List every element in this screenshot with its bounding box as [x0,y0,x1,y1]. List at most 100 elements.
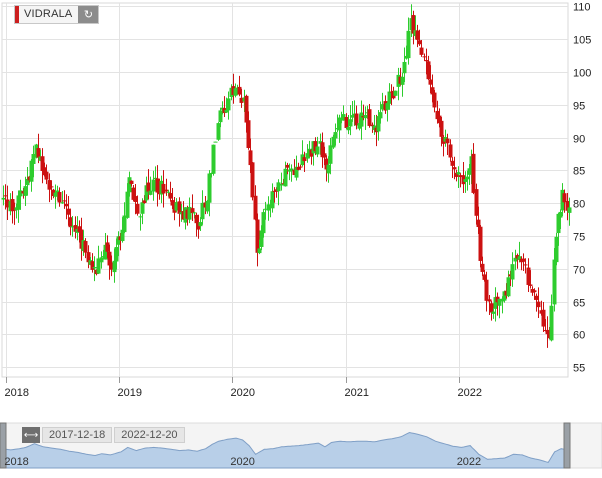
candle-body [73,225,78,232]
candle-body [140,202,145,214]
candle-body [114,247,119,262]
candle-body [326,164,331,174]
plot-border [1,2,569,378]
y-tick-label: 95 [573,101,585,113]
candle-body [435,110,440,120]
x-tick-label: 2022 [458,387,482,399]
candle-body [31,153,36,164]
x-axis: 2018 2019 2020 2021 2022 [5,377,482,399]
candle-body [62,200,67,202]
candle-body [480,263,485,272]
candle-body [257,248,262,254]
ticker-badge[interactable]: VIDRALA ↻ [14,5,100,24]
candle-body [90,261,95,270]
candle-body [259,230,264,247]
candle-body [528,284,533,286]
candle-body [376,116,381,132]
candle-body [53,192,58,197]
y-tick-label: 80 [573,199,585,211]
candle-body [23,186,28,196]
y-tick-label: 105 [573,35,591,47]
candle-body [478,226,483,261]
candle-body [348,119,353,127]
candlestick-series [1,4,572,348]
candle-body [387,91,392,104]
candle-body [491,311,496,314]
candle-body [79,229,84,249]
candle-body [341,114,346,121]
candle-body [57,192,62,203]
candle-body [40,156,45,171]
candle-body [458,175,463,178]
candle-body [363,114,368,119]
candle-body [198,222,203,227]
candle-body [476,219,481,228]
candle-body [105,242,110,252]
navigator-left-handle [0,422,7,469]
candle-body [205,200,210,212]
candle-body [187,206,192,220]
candle-body [400,76,405,85]
candle-body [450,160,455,166]
candle-body [261,212,266,234]
candle-body [125,191,130,218]
candle-body [554,236,559,263]
candle-body [324,158,329,170]
candle-body [237,86,242,95]
candle-body [213,141,218,143]
candle-body [309,150,314,157]
date-range-selector[interactable]: ⟷ 2017-12-18 2022-12-20 [22,427,185,443]
navigator-year-label: 2018 [4,456,28,468]
candle-body [534,295,539,300]
range-start-input[interactable]: 2017-12-18 [42,427,113,443]
candle-body [168,193,173,199]
candle-body [83,241,88,253]
range-end-input[interactable]: 2022-12-20 [114,427,185,443]
candle-body [370,124,375,127]
candle-body [246,120,251,149]
candle-body [127,177,132,193]
candle-body [255,219,260,253]
candle-body [417,40,422,45]
candle-body [437,115,442,124]
candle-body [276,182,281,192]
candle-body [406,30,411,59]
candle-body [29,160,34,182]
candle-body [567,207,572,213]
candle-body [367,109,372,126]
candle-body [192,212,197,214]
refresh-icon[interactable]: ↻ [78,6,99,23]
double-arrow-icon[interactable]: ⟷ [22,427,40,443]
candle-body [218,110,223,123]
candle-body [415,30,420,40]
x-tick-label: 2018 [5,387,29,399]
candle-body [266,204,271,211]
candle-body [253,195,258,220]
candle-body [463,179,468,182]
candle-body [302,157,307,162]
candle-body [502,291,507,301]
candle-body [47,180,52,190]
candle-body [216,123,221,140]
candle-body [320,142,325,158]
candle-body [239,97,244,103]
ticker-name: VIDRALA [24,8,73,20]
candle-body [337,117,342,131]
candle-body [545,329,550,335]
candle-body [44,171,49,180]
candle-body [200,202,205,220]
candle-body [489,303,494,313]
candle-body [122,215,127,233]
candle-body [439,120,444,137]
candle-body [354,113,359,126]
candle-body [532,290,537,293]
candle-body [10,199,15,212]
candle-body [107,251,112,266]
candle-body [419,47,424,55]
candle-body [164,189,169,192]
candle-body [549,305,554,341]
candle-body [55,190,60,193]
candle-body [393,90,398,96]
candle-body [5,199,10,208]
